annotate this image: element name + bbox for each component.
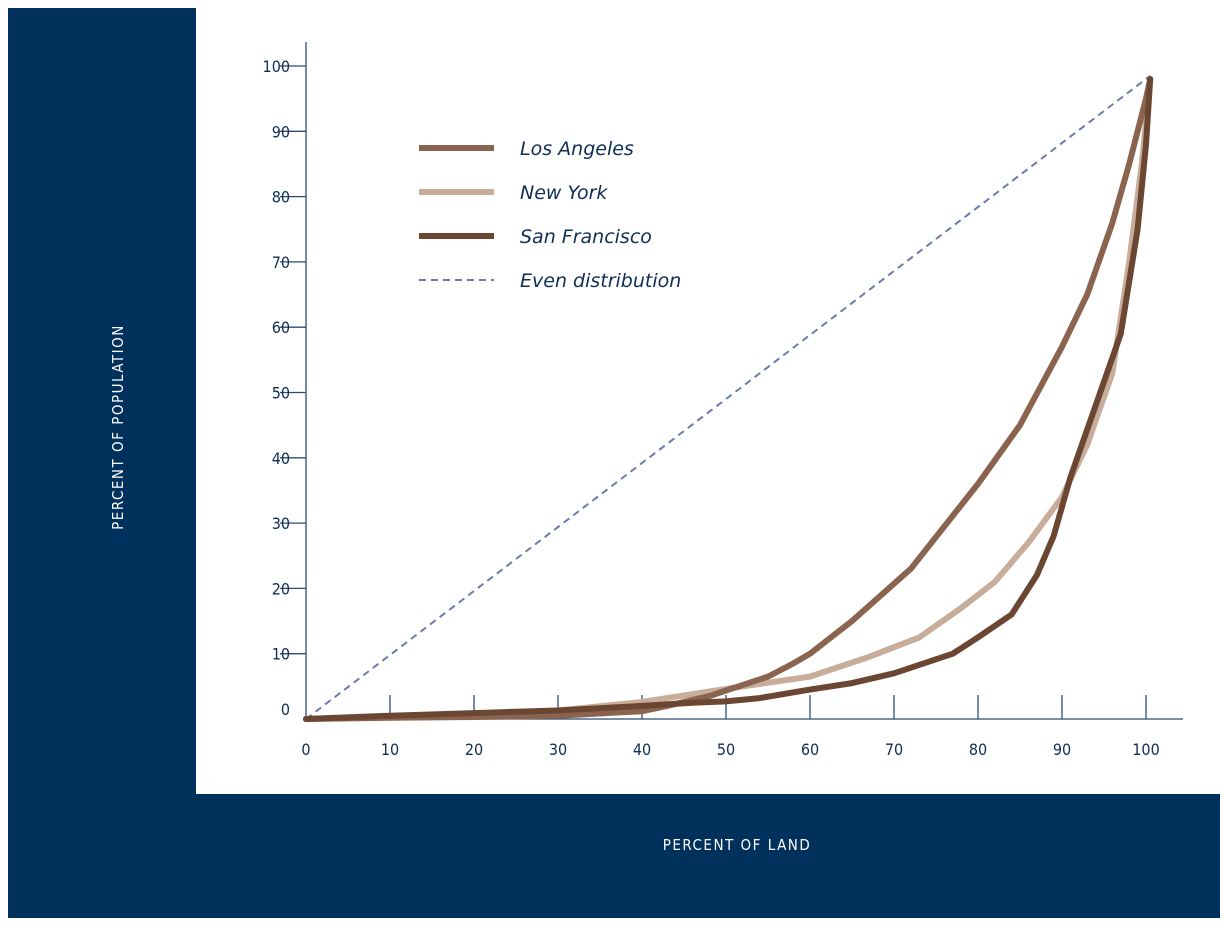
legend-label: New York [520,182,608,204]
y-tick-label: 10 [272,645,290,664]
plot-panel [196,8,1220,794]
series-lines [303,75,1154,722]
y-tick-label: 40 [272,449,290,468]
x-tick-label: 40 [633,740,651,759]
series-line-even-distribution [305,75,1151,720]
legend-label: San Francisco [520,226,652,248]
y-tick-label: 60 [272,318,290,337]
legend-label: Even distribution [520,270,681,292]
y-tick-label: 20 [272,579,290,598]
x-tick-label: 90 [1053,740,1071,759]
y-tick-label: 90 [272,122,290,141]
y-tick-label: 50 [272,384,290,403]
legend: Los Angeles New York San Francisco Even dis… [419,138,681,292]
x-tick-label: 0 [301,740,310,759]
x-axis-title: PERCENT OF LAND [662,836,812,854]
y-tick-label: 0 [281,700,290,719]
y-tick-label: 30 [272,514,290,533]
x-tick-label: 80 [969,740,987,759]
x-tick-label: 10 [381,740,399,759]
x-tick-label: 30 [549,740,567,759]
x-tick-label: 70 [885,740,903,759]
x-tick-label: 100 [1132,740,1159,759]
y-tick-label: 70 [272,253,290,272]
legend-label: Los Angeles [520,138,634,160]
x-tick-label: 60 [801,740,819,759]
series-line-san-francisco [303,76,1154,722]
x-tick-label: 50 [717,740,735,759]
y-tick-label: 100 [263,57,290,76]
x-tick-label: 20 [465,740,483,759]
y-tick-label: 80 [272,188,290,207]
series-line-los-angeles [303,76,1154,722]
axes: 0 10 20 30 40 50 60 70 80 90 100 0 10 20 30 40 50 60 70 80 9… [263,42,1183,759]
